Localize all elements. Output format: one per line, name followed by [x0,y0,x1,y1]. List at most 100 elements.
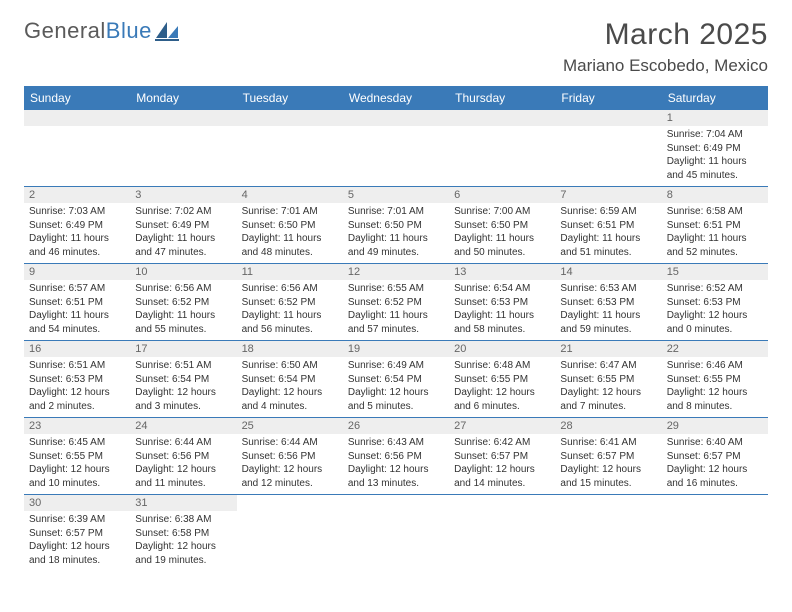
day-number: 9 [24,264,130,280]
calendar-cell [343,495,449,572]
calendar-cell: 24Sunrise: 6:44 AMSunset: 6:56 PMDayligh… [130,418,236,495]
calendar-cell: 5Sunrise: 7:01 AMSunset: 6:50 PMDaylight… [343,187,449,264]
day-number: 18 [237,341,343,357]
day-body: Sunrise: 7:04 AMSunset: 6:49 PMDaylight:… [662,126,768,186]
day-number: 30 [24,495,130,511]
day-number: 3 [130,187,236,203]
day-body: Sunrise: 7:01 AMSunset: 6:50 PMDaylight:… [343,203,449,263]
day-body: Sunrise: 6:38 AMSunset: 6:58 PMDaylight:… [130,511,236,571]
calendar-cell: 17Sunrise: 6:51 AMSunset: 6:54 PMDayligh… [130,341,236,418]
day-number: 15 [662,264,768,280]
day-number: 22 [662,341,768,357]
calendar-cell: 14Sunrise: 6:53 AMSunset: 6:53 PMDayligh… [555,264,661,341]
calendar-row: 23Sunrise: 6:45 AMSunset: 6:55 PMDayligh… [24,418,768,495]
day-number: 4 [237,187,343,203]
brand-logo: GeneralBlue [24,18,180,44]
day-body: Sunrise: 6:58 AMSunset: 6:51 PMDaylight:… [662,203,768,263]
day-body: Sunrise: 6:56 AMSunset: 6:52 PMDaylight:… [130,280,236,340]
calendar-cell: 3Sunrise: 7:02 AMSunset: 6:49 PMDaylight… [130,187,236,264]
day-number: 29 [662,418,768,434]
day-body: Sunrise: 6:44 AMSunset: 6:56 PMDaylight:… [237,434,343,494]
weekday-header: Saturday [662,86,768,110]
header: GeneralBlue March 2025 Mariano Escobedo,… [24,18,768,76]
title-block: March 2025 Mariano Escobedo, Mexico [563,18,768,76]
day-body: Sunrise: 6:53 AMSunset: 6:53 PMDaylight:… [555,280,661,340]
day-number-empty [555,110,661,126]
calendar-cell: 19Sunrise: 6:49 AMSunset: 6:54 PMDayligh… [343,341,449,418]
day-number: 21 [555,341,661,357]
day-body: Sunrise: 6:52 AMSunset: 6:53 PMDaylight:… [662,280,768,340]
calendar-cell: 22Sunrise: 6:46 AMSunset: 6:55 PMDayligh… [662,341,768,418]
day-body: Sunrise: 6:59 AMSunset: 6:51 PMDaylight:… [555,203,661,263]
day-body: Sunrise: 6:39 AMSunset: 6:57 PMDaylight:… [24,511,130,571]
day-number: 17 [130,341,236,357]
calendar-row: 1Sunrise: 7:04 AMSunset: 6:49 PMDaylight… [24,110,768,187]
day-number-empty [237,110,343,126]
day-body: Sunrise: 6:54 AMSunset: 6:53 PMDaylight:… [449,280,555,340]
brand-name: GeneralBlue [24,18,152,44]
calendar-cell [449,110,555,187]
day-body: Sunrise: 7:02 AMSunset: 6:49 PMDaylight:… [130,203,236,263]
day-number: 28 [555,418,661,434]
day-number: 6 [449,187,555,203]
calendar-cell: 11Sunrise: 6:56 AMSunset: 6:52 PMDayligh… [237,264,343,341]
calendar-row: 2Sunrise: 7:03 AMSunset: 6:49 PMDaylight… [24,187,768,264]
day-number: 7 [555,187,661,203]
calendar-cell: 21Sunrise: 6:47 AMSunset: 6:55 PMDayligh… [555,341,661,418]
day-number-empty [130,110,236,126]
calendar-cell: 27Sunrise: 6:42 AMSunset: 6:57 PMDayligh… [449,418,555,495]
calendar-cell: 7Sunrise: 6:59 AMSunset: 6:51 PMDaylight… [555,187,661,264]
day-body: Sunrise: 6:51 AMSunset: 6:53 PMDaylight:… [24,357,130,417]
day-body: Sunrise: 6:56 AMSunset: 6:52 PMDaylight:… [237,280,343,340]
day-body: Sunrise: 6:57 AMSunset: 6:51 PMDaylight:… [24,280,130,340]
day-body: Sunrise: 6:45 AMSunset: 6:55 PMDaylight:… [24,434,130,494]
calendar-cell: 23Sunrise: 6:45 AMSunset: 6:55 PMDayligh… [24,418,130,495]
calendar-cell [237,110,343,187]
weekday-header-row: Sunday Monday Tuesday Wednesday Thursday… [24,86,768,110]
calendar-cell: 1Sunrise: 7:04 AMSunset: 6:49 PMDaylight… [662,110,768,187]
day-body: Sunrise: 7:00 AMSunset: 6:50 PMDaylight:… [449,203,555,263]
day-body: Sunrise: 7:03 AMSunset: 6:49 PMDaylight:… [24,203,130,263]
day-body: Sunrise: 6:47 AMSunset: 6:55 PMDaylight:… [555,357,661,417]
calendar-cell: 29Sunrise: 6:40 AMSunset: 6:57 PMDayligh… [662,418,768,495]
day-number: 14 [555,264,661,280]
day-number: 19 [343,341,449,357]
calendar-cell: 8Sunrise: 6:58 AMSunset: 6:51 PMDaylight… [662,187,768,264]
calendar-cell: 9Sunrise: 6:57 AMSunset: 6:51 PMDaylight… [24,264,130,341]
day-body: Sunrise: 6:44 AMSunset: 6:56 PMDaylight:… [130,434,236,494]
calendar-cell: 25Sunrise: 6:44 AMSunset: 6:56 PMDayligh… [237,418,343,495]
day-number-empty [343,110,449,126]
calendar-cell: 2Sunrise: 7:03 AMSunset: 6:49 PMDaylight… [24,187,130,264]
title-location: Mariano Escobedo, Mexico [563,56,768,76]
day-number: 5 [343,187,449,203]
calendar-cell [130,110,236,187]
day-body: Sunrise: 6:40 AMSunset: 6:57 PMDaylight:… [662,434,768,494]
calendar-cell: 4Sunrise: 7:01 AMSunset: 6:50 PMDaylight… [237,187,343,264]
weekday-header: Friday [555,86,661,110]
calendar-cell [24,110,130,187]
day-body: Sunrise: 6:48 AMSunset: 6:55 PMDaylight:… [449,357,555,417]
day-body: Sunrise: 6:55 AMSunset: 6:52 PMDaylight:… [343,280,449,340]
day-number: 11 [237,264,343,280]
weekday-header: Thursday [449,86,555,110]
day-number: 16 [24,341,130,357]
day-body: Sunrise: 7:01 AMSunset: 6:50 PMDaylight:… [237,203,343,263]
calendar-cell: 31Sunrise: 6:38 AMSunset: 6:58 PMDayligh… [130,495,236,572]
weekday-header: Monday [130,86,236,110]
calendar-cell [662,495,768,572]
calendar-row: 9Sunrise: 6:57 AMSunset: 6:51 PMDaylight… [24,264,768,341]
day-number: 23 [24,418,130,434]
calendar-cell [555,110,661,187]
day-body: Sunrise: 6:50 AMSunset: 6:54 PMDaylight:… [237,357,343,417]
calendar-row: 16Sunrise: 6:51 AMSunset: 6:53 PMDayligh… [24,341,768,418]
calendar-cell [343,110,449,187]
brand-sail-icon [154,20,180,42]
day-number: 2 [24,187,130,203]
day-number: 31 [130,495,236,511]
calendar-cell: 30Sunrise: 6:39 AMSunset: 6:57 PMDayligh… [24,495,130,572]
calendar-cell: 18Sunrise: 6:50 AMSunset: 6:54 PMDayligh… [237,341,343,418]
brand-name-a: General [24,18,106,43]
day-number: 20 [449,341,555,357]
day-number: 8 [662,187,768,203]
title-month: March 2025 [563,18,768,52]
